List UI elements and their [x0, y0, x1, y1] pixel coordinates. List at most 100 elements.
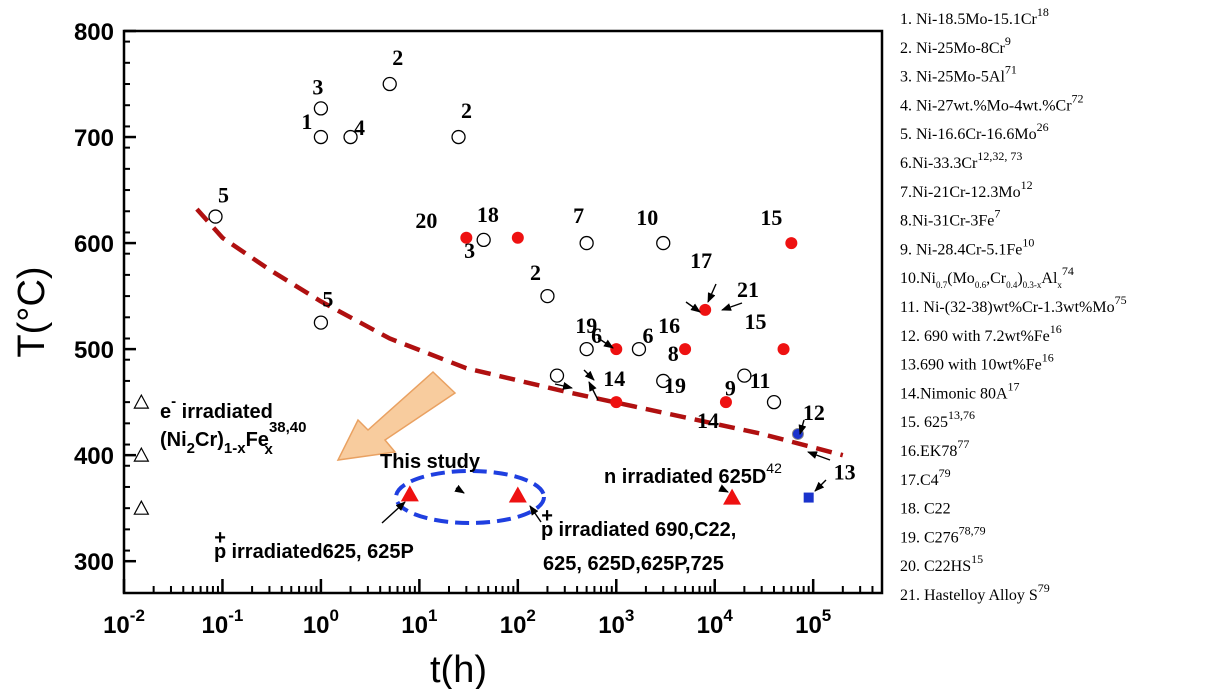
- point-label: 6: [591, 323, 602, 348]
- pointer-arrow: [597, 337, 614, 349]
- legend-entry: 3. Ni-25Mo-5Al71: [900, 63, 1017, 86]
- y-tick-label: 600: [74, 231, 114, 258]
- point-label: 17: [690, 248, 712, 273]
- legend-entry: 21. Hastelloy Alloy S79: [900, 581, 1050, 604]
- pointer-arrow: [798, 419, 807, 435]
- point-label: 5: [322, 287, 333, 312]
- point-label: 11: [750, 368, 771, 393]
- open-circle-point: [656, 373, 671, 389]
- red-circle-point: [699, 303, 712, 316]
- open-circle-point: [579, 235, 594, 251]
- legend-entry: 20. C22HS15: [900, 552, 983, 575]
- point-label: 4: [354, 115, 365, 140]
- point-label: 14: [603, 366, 625, 391]
- point-label: 9: [725, 376, 736, 401]
- point-label: 18: [477, 202, 499, 227]
- red-triangle-point: [400, 485, 419, 502]
- y-tick-label: 300: [74, 549, 114, 576]
- y-tick-label: 400: [74, 443, 114, 470]
- legend: 1. Ni-18.5Mo-15.1Cr18 2. Ni-25Mo-8Cr9 3. N…: [900, 5, 1127, 604]
- legend-entry: 15. 62513,76: [900, 408, 975, 431]
- legend-entry: 11. Ni-(32-38)wt%Cr-1.3wt%Mo75: [900, 293, 1127, 316]
- point-label: 2: [461, 98, 472, 123]
- y-tick-label: 800: [74, 19, 114, 46]
- red-circle-point: [460, 231, 473, 244]
- legend-entry: 16.EK7877: [900, 437, 969, 460]
- point-label: 2: [530, 260, 541, 285]
- point-label: 13: [834, 460, 856, 485]
- point-label: 20: [415, 208, 437, 233]
- pointer-arrow: [807, 451, 831, 461]
- pointer-arrow: [454, 484, 465, 494]
- x-tick-label: 103: [598, 606, 634, 639]
- red-triangle-point: [723, 488, 742, 505]
- legend-entry: 5. Ni-16.6Cr-16.6Mo26: [900, 120, 1049, 143]
- point-label: 15: [745, 309, 767, 334]
- pointer-arrow: [529, 505, 542, 523]
- legend-entry: 6.Ni-33.3Cr12,32, 73: [900, 149, 1022, 172]
- pointer-arrow: [381, 501, 406, 524]
- open-triangle-point: [133, 499, 150, 515]
- point-label: 5: [218, 183, 229, 208]
- red-circle-point: [511, 231, 524, 244]
- legend-entry: 9. Ni-28.4Cr-5.1Fe10: [900, 235, 1034, 258]
- point-label: 10: [636, 205, 658, 230]
- open-triangle-point: [133, 393, 150, 409]
- point-label: 14: [697, 408, 719, 433]
- red-circle-point: [777, 343, 790, 356]
- point-label: 8: [668, 341, 679, 366]
- open-circle-point: [631, 341, 647, 357]
- open-circle-point: [656, 235, 671, 251]
- open-circle-point: [208, 209, 223, 224]
- annotation-p-irradiated-2-line2: 625, 625D,625P,725: [543, 553, 724, 575]
- open-circle-point: [313, 101, 329, 116]
- this-study-ellipse: [394, 469, 546, 525]
- open-circle-point: [737, 368, 752, 383]
- point-label: 2: [392, 45, 403, 70]
- point-label: 3: [312, 74, 323, 99]
- legend-entry: 10.Ni0.7(Mo0.6,Cr0.4)0.3-xAlx74: [900, 264, 1074, 290]
- x-tick-label: 101: [401, 606, 437, 639]
- point-label: 19: [575, 313, 597, 338]
- legend-entry: 13.690 with 10wt%Fe16: [900, 351, 1054, 374]
- point-label: 6: [642, 323, 653, 348]
- x-axis-label: t(h): [430, 649, 487, 689]
- open-circle-point: [313, 315, 329, 330]
- annotation-p-irradiated-2: p+ irradiated 690,C22,: [541, 505, 736, 541]
- annotation-n-irradiated: n irradiated 625D42: [604, 460, 782, 488]
- red-circle-point: [719, 396, 732, 409]
- pointer-arrow: [685, 301, 701, 313]
- red-circle-point: [610, 343, 623, 356]
- open-circle-point: [579, 341, 594, 357]
- pointer-arrow: [718, 484, 729, 493]
- blue-square-point: [803, 492, 814, 503]
- open-circle-point: [476, 232, 491, 248]
- point-label: 12: [803, 400, 825, 425]
- pointer-arrow: [814, 479, 827, 492]
- open-circle-point: [313, 129, 329, 145]
- x-tick-label: 104: [697, 606, 734, 639]
- annotation-e-composition: (Ni2Cr)1-xFe38,40 x: [160, 419, 306, 458]
- red-circle-point: [610, 396, 623, 409]
- legend-entry: 19. C27678,79: [900, 523, 986, 546]
- pointer-arrow: [583, 369, 595, 381]
- legend-entry: 14.Nimonic 80A17: [900, 379, 1020, 402]
- red-circle-point: [679, 343, 692, 356]
- pointer-arrow: [721, 302, 743, 311]
- point-label: 15: [760, 205, 782, 230]
- pointer-arrow: [554, 382, 573, 390]
- x-tick-label: 100: [303, 606, 339, 639]
- x-tick-label: 105: [795, 606, 831, 639]
- open-circle-point: [451, 129, 466, 145]
- point-label: 21: [737, 277, 759, 302]
- point-label: 1: [301, 109, 312, 134]
- legend-entry: 12. 690 with 7.2wt%Fe16: [900, 322, 1062, 345]
- legend-entry: 1. Ni-18.5Mo-15.1Cr18: [900, 5, 1049, 28]
- pointer-arrow: [588, 381, 599, 401]
- axis-frame: [122, 29, 884, 595]
- legend-entry: 17.C479: [900, 466, 951, 489]
- open-circle-point: [766, 394, 782, 410]
- legend-entry: 8.Ni-31Cr-3Fe7: [900, 207, 1000, 230]
- legend-entry: 18. C22: [900, 501, 951, 518]
